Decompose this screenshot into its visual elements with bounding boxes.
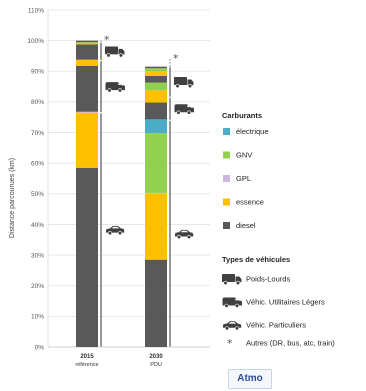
car-icon — [105, 225, 125, 236]
van-icon — [105, 81, 125, 93]
bar-segment-diesel — [76, 65, 98, 112]
truck-icon — [105, 46, 125, 58]
bar-segment-gnv — [145, 133, 167, 193]
legend-swatch — [223, 151, 230, 159]
bar-segment-gnv — [76, 42, 98, 44]
bar-segment-essence — [145, 193, 167, 260]
fuel-legend: électrique GNV GPL essence diesel — [223, 127, 269, 230]
y-tick-label: 30% — [31, 252, 44, 259]
y-axis-ticks: 0% 10% 20% 30% 40% 50% 60% 70% 80% 90% 100% 110% — [27, 7, 44, 351]
x-tick-sublabel: référence — [75, 362, 98, 368]
bar-segment-diesel — [76, 40, 98, 43]
legend-title-carburants: Carburants — [222, 111, 262, 120]
y-tick-label: 100% — [27, 38, 44, 45]
y-tick-label: 50% — [31, 191, 44, 198]
y-tick-label: 90% — [31, 69, 44, 76]
legend-label: GNV — [236, 151, 252, 160]
y-tick-label: 60% — [31, 160, 44, 167]
legend-label: GPL — [236, 174, 251, 183]
asterisk-icon: * — [227, 337, 233, 350]
truck-icon — [222, 274, 242, 285]
bar-segment-diesel — [76, 44, 98, 60]
bar-segment-gpl — [76, 111, 98, 113]
y-tick-label: 70% — [31, 130, 44, 137]
bar-segment-diesel — [145, 259, 167, 347]
bar-segment-essence — [145, 90, 167, 103]
legend-label: Poids-Lourds — [246, 275, 290, 284]
legend-title-vehicles: Types de véhicules — [222, 255, 290, 264]
bars — [76, 40, 167, 347]
van-icon — [174, 104, 194, 115]
legend-swatch — [223, 175, 230, 182]
bar-segment-diesel — [145, 66, 167, 69]
bar-segment-diesel — [145, 102, 167, 120]
y-tick-label: 110% — [28, 7, 44, 14]
x-axis-labels: 2015 référence 2030 PDU — [75, 354, 163, 368]
x-tick-label: 2030 — [149, 354, 163, 360]
x-tick-label: 2015 — [80, 354, 94, 360]
y-tick-label: 40% — [31, 222, 44, 229]
y-axis-label: Distance parcourues (km) — [9, 158, 16, 238]
legend-swatch — [223, 222, 230, 229]
legend-swatch — [223, 128, 230, 135]
y-tick-label: 80% — [31, 99, 44, 106]
atmo-logo: Atmo — [228, 369, 272, 389]
vehicle-brackets: ** — [100, 34, 194, 347]
legend-swatch — [223, 198, 230, 206]
car-icon — [222, 320, 242, 331]
asterisk-icon: * — [173, 52, 179, 65]
asterisk-icon: * — [104, 34, 110, 47]
legend-label: Autres (DR, bus, atc, train) — [246, 339, 335, 348]
bar-segment-essence — [76, 43, 98, 45]
gridlines — [47, 9, 210, 348]
legend-label: Véhic. Utilitaires Légers — [246, 298, 325, 307]
y-tick-label: 20% — [31, 283, 44, 290]
legend-label: électrique — [236, 127, 269, 136]
y-tick-label: 0% — [35, 344, 45, 351]
bar-segment-gnv — [145, 68, 167, 72]
car-icon — [174, 229, 194, 240]
bar-segment-essence — [76, 112, 98, 168]
x-tick-sublabel: PDU — [150, 362, 162, 368]
van-icon — [222, 297, 242, 308]
legend-label: essence — [236, 198, 264, 207]
bar-segment-lectrique — [145, 119, 167, 134]
legend-label: Véhic. Particuliers — [246, 321, 306, 330]
legend-label: diesel — [236, 221, 256, 230]
bar-segment-essence — [76, 59, 98, 66]
bar-segment-diesel — [145, 75, 167, 83]
truck-icon — [174, 76, 194, 88]
legend: Carburants électrique GNV GPL essence diesel… — [222, 111, 335, 350]
bar-segment-gpl — [145, 192, 167, 194]
vehicle-legend: Poids-Lourds Véhic. Utilitaires Légers Véh… — [222, 274, 335, 350]
bar-segment-essence — [145, 71, 167, 76]
bar-segment-gnv — [145, 82, 167, 91]
y-tick-label: 10% — [31, 314, 44, 321]
bar-segment-diesel — [76, 167, 98, 347]
